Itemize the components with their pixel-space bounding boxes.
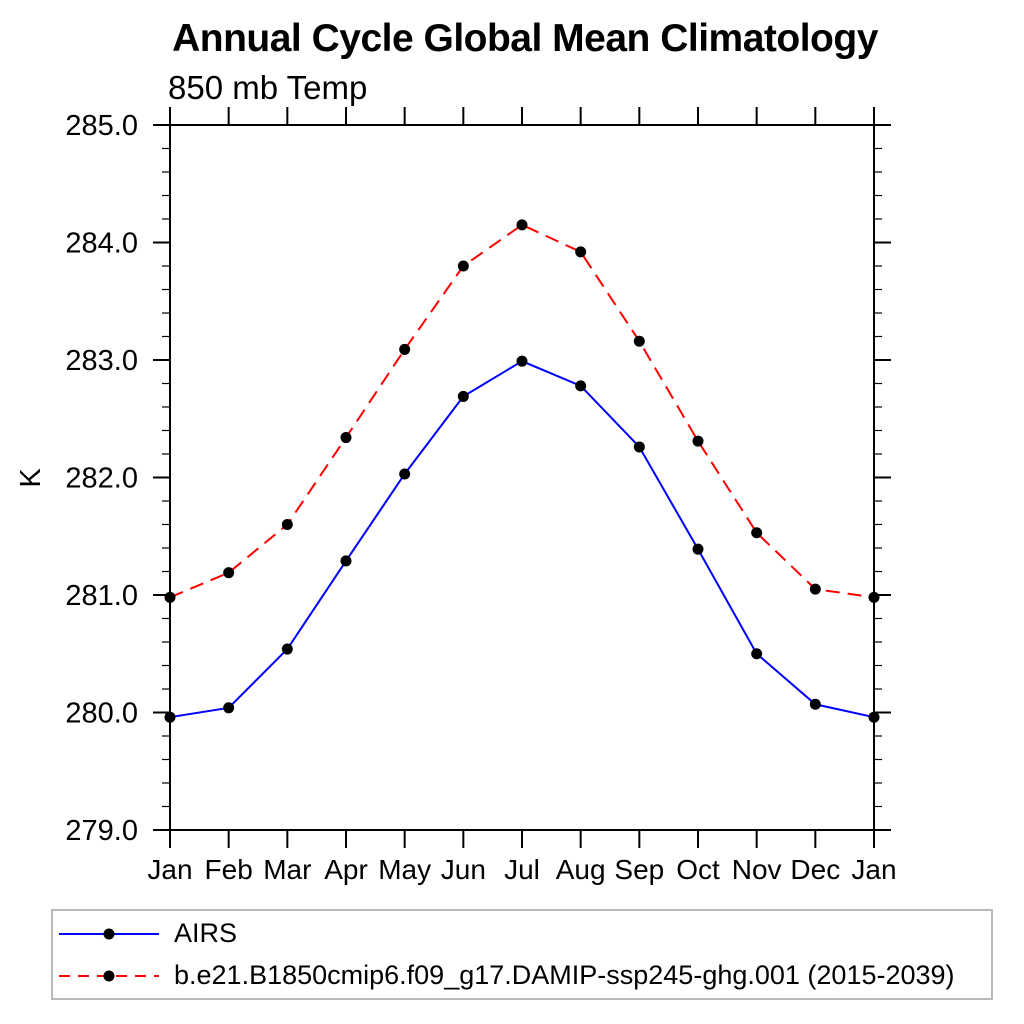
series-line-airs [169,360,875,719]
data-point-marker [164,711,176,723]
legend-box: AIRS b.e21.B1850cmip6.f09_g17.DAMIP-ssp2… [51,909,993,1000]
data-point-marker [281,643,293,655]
x-axis-tick-label: Mar [263,854,311,885]
y-axis-tick-label: 281.0 [65,580,138,612]
x-axis-tick-label: Aug [556,854,606,885]
data-point-marker [692,435,704,447]
x-axis-tick-label: Jan [851,854,896,885]
data-point-marker [340,555,352,567]
legend-entry-airs: AIRS [53,913,991,955]
data-point-marker [751,527,763,539]
legend-line-sample-dashed [59,970,159,981]
data-point-marker [809,583,821,595]
data-point-marker [223,567,235,579]
y-axis-tick-label: 282.0 [65,463,138,495]
data-point-marker [399,468,411,480]
axes-layer: 285.0 284.0 283.0 282.0 281.0 280.0 279.0 Jan Fe… [65,107,897,885]
x-axis-tick-label: Jan [147,854,192,885]
data-point-marker [633,441,645,453]
x-axis-tick-label: Jun [441,854,486,885]
y-axis-label: K [15,468,47,488]
series-layer [164,219,880,723]
legend-marker-dot [103,928,115,939]
legend-line-sample-solid [59,928,159,939]
data-point-marker [516,355,528,367]
data-point-marker [633,335,645,347]
x-axis-tick-label: Nov [732,854,782,885]
data-point-marker [457,390,469,402]
y-axis-tick-label: 283.0 [65,345,138,377]
data-point-marker [223,702,235,714]
data-point-marker [399,343,411,355]
legend-label: AIRS [174,918,238,948]
legend-marker-dot [103,970,115,981]
y-axis-tick-label: 285.0 [65,110,138,142]
plot-frame [169,124,875,831]
data-point-marker [340,432,352,444]
y-axis-tick-label: 280.0 [65,698,138,730]
legend-entry-model: b.e21.B1850cmip6.f09_g17.DAMIP-ssp245-gh… [53,955,991,997]
chart-subtitle: 850 mb Temp [168,69,367,106]
data-point-marker [692,543,704,555]
x-axis-tick-label: Dec [790,854,840,885]
chart-title: Annual Cycle Global Mean Climatology [172,17,879,60]
data-point-marker [868,711,880,723]
data-point-marker [457,260,469,272]
data-point-marker [751,648,763,660]
data-point-marker [809,698,821,710]
series-line-model [169,223,875,599]
x-axis-tick-label: Feb [205,854,253,885]
data-point-marker [281,519,293,530]
legend-label: b.e21.B1850cmip6.f09_g17.DAMIP-ssp245-gh… [174,960,955,990]
x-axis-tick-label: Sep [614,854,664,885]
data-point-marker [164,591,176,603]
data-point-marker [575,380,587,392]
data-point-marker [516,219,528,231]
x-axis-tick-label: Apr [324,854,368,885]
x-axis-tick-label: Jul [504,854,540,885]
data-point-marker [575,246,587,258]
x-axis-tick-label: May [378,854,431,885]
x-axis-tick-label: Oct [676,854,720,885]
data-point-marker [868,591,880,603]
y-axis-tick-label: 279.0 [65,815,138,847]
y-axis-tick-label: 284.0 [65,228,138,260]
